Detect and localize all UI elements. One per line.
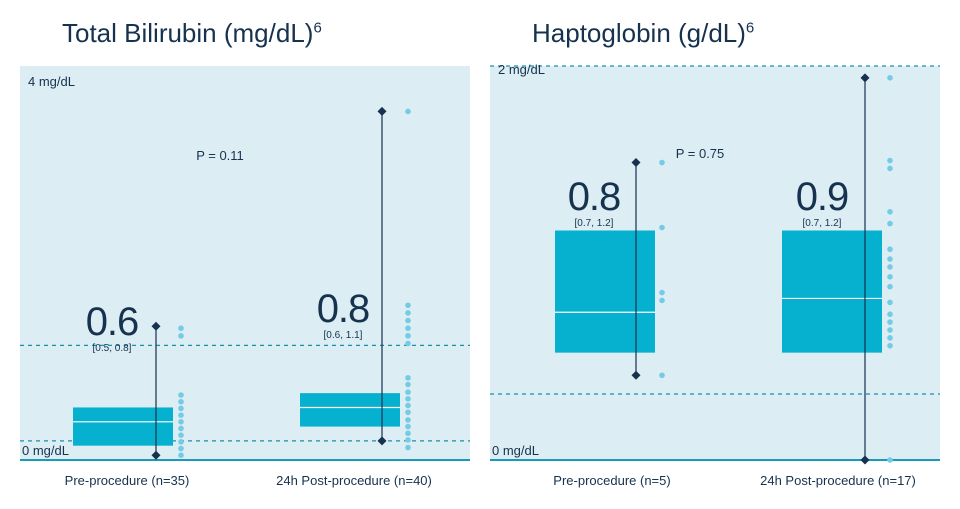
data-point-haptoglobin-1-6 [887, 299, 893, 306]
median-value-label-haptoglobin-1: 0.9 [796, 175, 849, 219]
p-value-bilirubin: P = 0.11 [196, 148, 244, 163]
data-point-bilirubin-0-7 [178, 405, 184, 412]
data-point-haptoglobin-0-3 [659, 224, 665, 231]
data-point-haptoglobin-1-11 [887, 246, 893, 253]
data-point-bilirubin-1-7 [405, 396, 411, 402]
whisker-cap-haptoglobin-0-high [631, 158, 641, 168]
data-point-haptoglobin-1-10 [887, 256, 893, 262]
y-axis-bottom-label-haptoglobin: 0 mg/dL [492, 443, 539, 458]
data-point-bilirubin-1-13 [405, 325, 411, 332]
data-point-bilirubin-0-4 [178, 425, 184, 432]
whisker-cap-haptoglobin-1-high [860, 73, 870, 83]
chart-title-bilirubin: Total Bilirubin (mg/dL)6 [62, 18, 322, 48]
data-point-haptoglobin-0-4 [659, 159, 665, 166]
data-point-haptoglobin-1-0 [887, 457, 893, 463]
data-point-haptoglobin-1-9 [887, 264, 893, 270]
p-value-haptoglobin: P = 0.75 [676, 146, 725, 161]
data-point-bilirubin-0-11 [178, 325, 184, 332]
whisker-cap-bilirubin-0-high [151, 321, 161, 331]
data-point-bilirubin-1-2 [405, 430, 411, 437]
data-point-haptoglobin-0-0 [659, 372, 665, 379]
data-point-bilirubin-0-10 [178, 333, 184, 339]
plot-panel-bilirubin [20, 66, 470, 460]
whisker-cap-bilirubin-0-low [151, 450, 161, 460]
iqr-label-bilirubin-0: [0.5, 0.8] [93, 343, 132, 354]
data-point-bilirubin-1-11 [405, 340, 411, 347]
y-axis-bottom-label-bilirubin: 0 mg/dL [22, 443, 69, 458]
data-point-bilirubin-1-8 [405, 389, 411, 395]
box-bilirubin-1 [300, 393, 400, 427]
median-value-label-bilirubin-1: 0.8 [317, 287, 370, 331]
category-label-haptoglobin-pre: Pre-procedure (n=5) [553, 473, 671, 488]
box-bilirubin-0 [73, 407, 173, 446]
data-point-bilirubin-1-12 [405, 333, 411, 339]
whisker-cap-haptoglobin-0-low [631, 370, 641, 380]
data-point-bilirubin-0-3 [178, 432, 184, 438]
data-point-bilirubin-1-3 [405, 423, 411, 430]
data-point-haptoglobin-1-14 [887, 165, 893, 172]
data-point-bilirubin-0-1 [178, 445, 184, 452]
data-point-haptoglobin-1-2 [887, 335, 893, 341]
data-point-haptoglobin-1-12 [887, 220, 893, 227]
data-point-haptoglobin-1-8 [887, 273, 893, 280]
data-point-bilirubin-1-14 [405, 317, 411, 324]
y-axis-top-label-bilirubin: 4 mg/dL [28, 74, 75, 89]
data-point-bilirubin-0-0 [178, 452, 184, 459]
category-label-bilirubin-post: 24h Post-procedure (n=40) [276, 473, 432, 488]
iqr-label-bilirubin-1: [0.6, 1.1] [324, 330, 363, 341]
iqr-label-haptoglobin-0: [0.7, 1.2] [575, 218, 614, 229]
data-point-haptoglobin-1-4 [887, 319, 893, 325]
data-point-bilirubin-1-0 [405, 444, 411, 451]
data-point-haptoglobin-1-15 [887, 157, 893, 164]
data-point-haptoglobin-1-1 [887, 342, 893, 349]
data-point-bilirubin-1-1 [405, 437, 411, 443]
data-point-bilirubin-1-17 [405, 108, 411, 115]
data-point-bilirubin-1-9 [405, 381, 411, 388]
data-point-bilirubin-1-10 [405, 375, 411, 381]
box-haptoglobin-0 [555, 230, 655, 353]
data-point-haptoglobin-1-13 [887, 208, 893, 215]
data-point-bilirubin-1-4 [405, 417, 411, 423]
y-axis-top-label-haptoglobin: 2 mg/dL [498, 62, 545, 77]
category-label-haptoglobin-post: 24h Post-procedure (n=17) [760, 473, 916, 488]
whisker-cap-bilirubin-1-low [377, 436, 387, 446]
category-label-bilirubin-pre: Pre-procedure (n=35) [64, 473, 190, 488]
data-point-bilirubin-1-5 [405, 409, 411, 416]
data-point-haptoglobin-1-16 [887, 75, 893, 81]
whisker-cap-haptoglobin-1-low [860, 455, 870, 465]
median-value-label-bilirubin-0: 0.6 [86, 300, 139, 344]
data-point-haptoglobin-1-7 [887, 283, 893, 290]
whisker-cap-bilirubin-1-high [377, 106, 387, 116]
data-point-bilirubin-0-9 [178, 392, 184, 398]
data-point-haptoglobin-0-2 [659, 289, 665, 296]
data-point-bilirubin-0-2 [178, 439, 184, 445]
data-point-haptoglobin-1-3 [887, 327, 893, 333]
data-point-haptoglobin-0-1 [659, 297, 665, 304]
data-point-bilirubin-1-6 [405, 402, 411, 409]
iqr-label-haptoglobin-1: [0.7, 1.2] [803, 218, 842, 229]
chart-title-haptoglobin: Haptoglobin (g/dL)6 [532, 18, 755, 48]
data-point-bilirubin-1-16 [405, 302, 411, 309]
data-point-bilirubin-0-5 [178, 419, 184, 425]
data-point-bilirubin-0-6 [178, 412, 184, 418]
data-point-bilirubin-1-15 [405, 310, 411, 316]
data-point-haptoglobin-1-5 [887, 311, 893, 318]
box-haptoglobin-1 [782, 230, 882, 353]
median-value-label-haptoglobin-0: 0.8 [568, 175, 621, 219]
data-point-bilirubin-0-8 [178, 398, 184, 405]
